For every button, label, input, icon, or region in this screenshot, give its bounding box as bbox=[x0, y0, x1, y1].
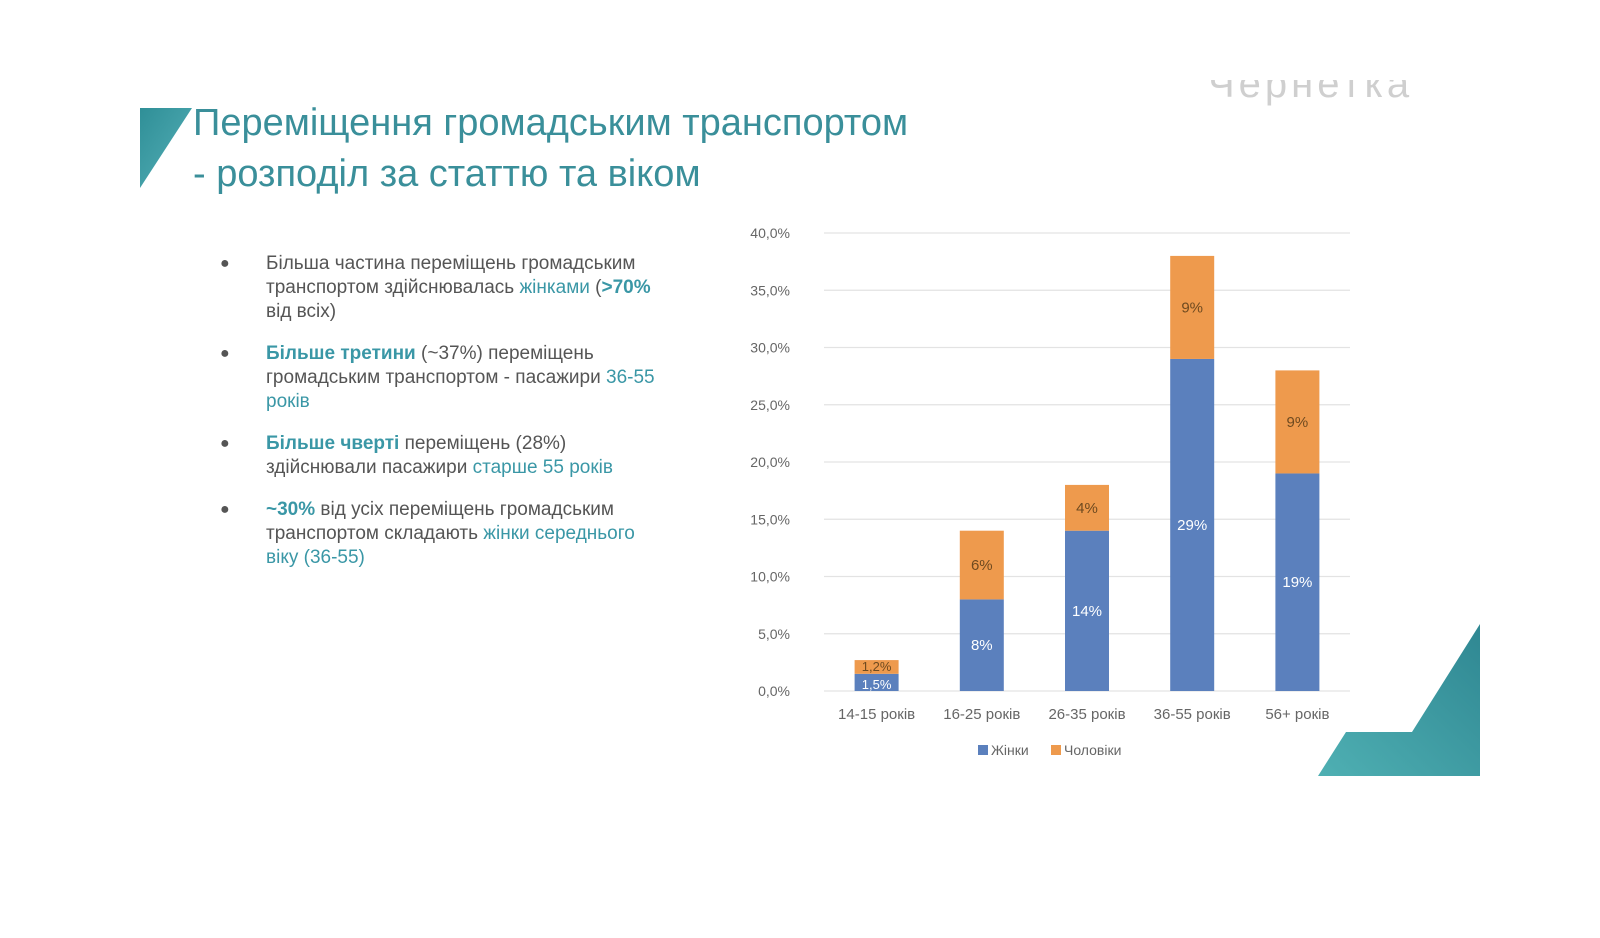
bullet-item: ● Більша частина переміщень громадським … bbox=[220, 253, 651, 322]
x-tick-label: 16-25 років bbox=[943, 706, 1020, 723]
data-label: 6% bbox=[971, 557, 993, 574]
data-label: 9% bbox=[1287, 414, 1309, 431]
bar-segment bbox=[1170, 255, 1215, 359]
title-line-2: - розподіл за статтю та віком bbox=[193, 153, 701, 195]
y-tick-label: 15,0% bbox=[750, 511, 790, 527]
data-label: 4% bbox=[1076, 500, 1098, 517]
bar-segment bbox=[854, 673, 899, 691]
y-tick-label: 0,0% bbox=[758, 683, 790, 699]
bullet-dot: ● bbox=[220, 345, 230, 362]
bar-segment bbox=[1275, 370, 1320, 474]
top-left-triangle bbox=[140, 108, 192, 188]
bullet-dot: ● bbox=[220, 435, 230, 452]
x-tick-label: 36-55 років bbox=[1154, 706, 1231, 723]
data-label: 8% bbox=[971, 637, 993, 654]
legend-swatch bbox=[1051, 745, 1061, 755]
title-line-1: Переміщення громадським транспортом bbox=[193, 102, 909, 144]
page-title: Переміщення громадським транспортом - ро… bbox=[193, 98, 908, 200]
data-label: 19% bbox=[1282, 574, 1312, 591]
data-label: 9% bbox=[1181, 299, 1203, 316]
y-tick-label: 35,0% bbox=[750, 282, 790, 298]
bullet-item: ● ~30% від усіх переміщень громадським т… bbox=[220, 499, 635, 568]
bullet-item: ● Більше чверті переміщень (28%) здійсню… bbox=[220, 433, 613, 478]
data-label: 14% bbox=[1072, 603, 1102, 620]
y-tick-label: 20,0% bbox=[750, 454, 790, 470]
watermark: Чернетка bbox=[1208, 80, 1414, 106]
y-tick-label: 30,0% bbox=[750, 340, 790, 356]
bar-segment bbox=[959, 530, 1004, 600]
y-tick-label: 5,0% bbox=[758, 626, 790, 642]
data-label: 29% bbox=[1177, 517, 1207, 534]
x-tick-label: 26-35 років bbox=[1048, 706, 1125, 723]
bar-segment bbox=[854, 660, 899, 674]
legend-swatch bbox=[978, 745, 988, 755]
bar-segment bbox=[1065, 530, 1109, 691]
x-tick-label: 56+ років bbox=[1265, 706, 1329, 723]
stacked-bar-chart: 0,0% 5,0% 10,0% 15,0% 20,0% 25,0% 30,0% 35,0% 40… bbox=[750, 225, 1350, 758]
bullet-dot: ● bbox=[220, 501, 230, 518]
y-tick-label: 40,0% bbox=[750, 225, 790, 241]
bullet-dot: ● bbox=[220, 255, 230, 272]
y-tick-label: 10,0% bbox=[750, 569, 790, 585]
x-tick-label: 14-15 років bbox=[838, 706, 915, 723]
legend-label: Чоловіки bbox=[1064, 742, 1121, 758]
bullet-list: ● Більша частина переміщень громадським … bbox=[220, 252, 660, 588]
y-tick-label: 25,0% bbox=[750, 397, 790, 413]
bottom-right-triangle bbox=[1318, 624, 1480, 776]
bar-segment bbox=[1065, 484, 1109, 531]
data-label: 1,5% bbox=[862, 677, 892, 692]
legend-label: Жінки bbox=[991, 742, 1029, 758]
bar-segment bbox=[1275, 473, 1320, 691]
bullet-item: ● Більше третини (~37%) переміщень грома… bbox=[220, 343, 655, 412]
bar-segment bbox=[959, 599, 1004, 691]
data-label: 1,2% bbox=[862, 659, 892, 674]
bar-segment bbox=[1170, 358, 1215, 691]
